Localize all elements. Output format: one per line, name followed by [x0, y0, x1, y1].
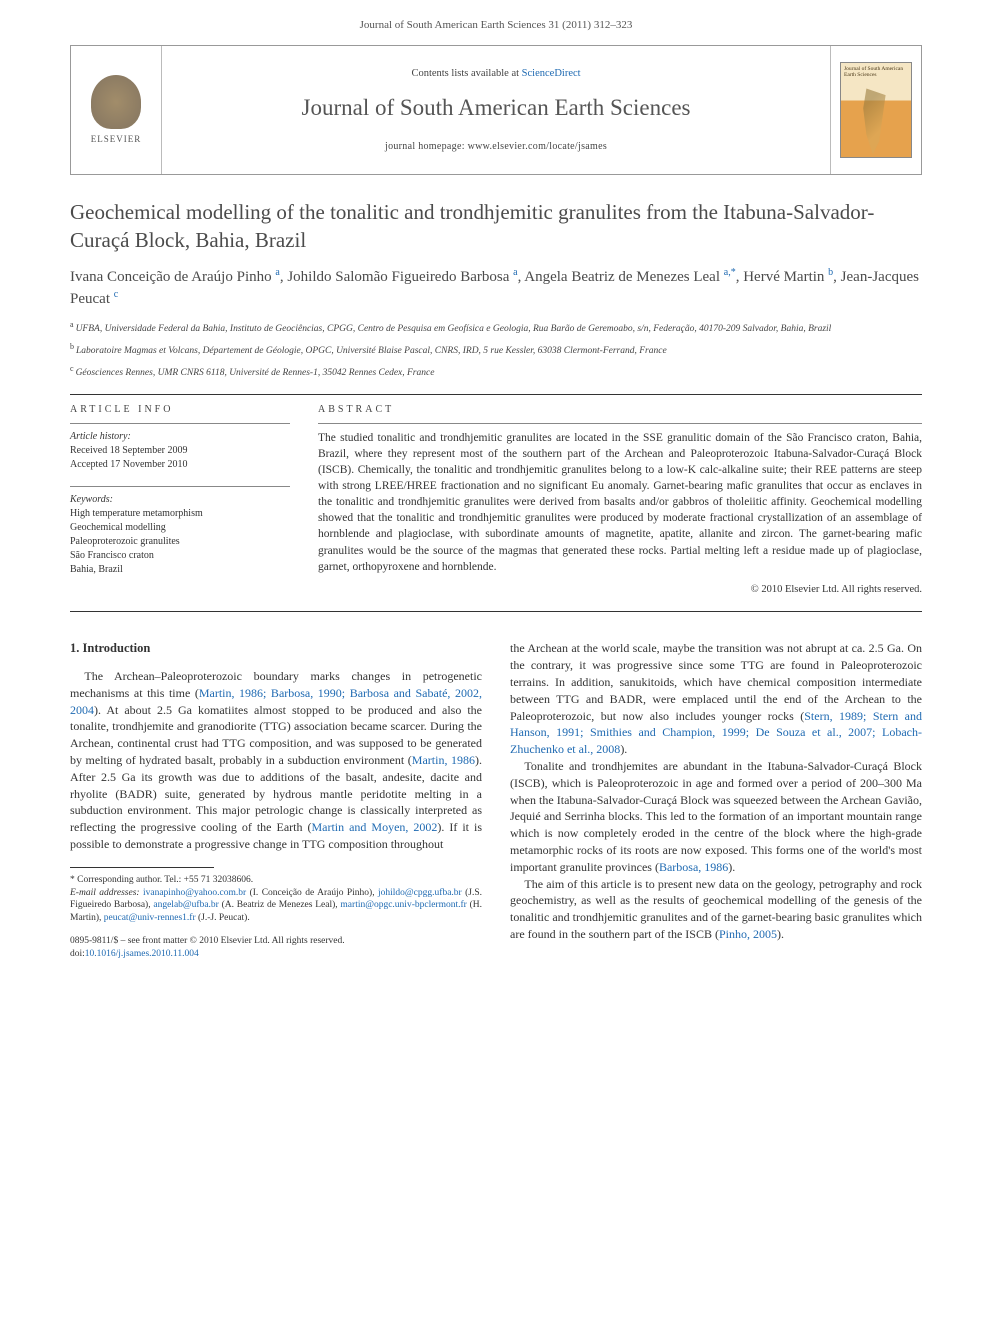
cover-map-icon — [844, 88, 908, 154]
email-link[interactable]: martin@opgc.univ-bpclermont.fr — [340, 900, 466, 910]
intro-para-4: The aim of this article is to present ne… — [510, 876, 922, 943]
email-link[interactable]: ivanapinho@yahoo.com.br — [143, 888, 246, 898]
emails-label: E-mail addresses: — [70, 888, 140, 898]
author-affiliation-sup: a — [513, 267, 517, 278]
homepage-url: www.elsevier.com/locate/jsames — [468, 141, 607, 152]
abstract-text: The studied tonalitic and trondhjemitic … — [318, 430, 922, 575]
rule-bottom — [70, 611, 922, 612]
article-history: Article history: Received 18 September 2… — [70, 430, 290, 472]
running-header: Journal of South American Earth Sciences… — [0, 0, 992, 45]
article-info-row: ARTICLE INFO Article history: Received 1… — [70, 403, 922, 598]
abstract-column: ABSTRACT The studied tonalitic and trond… — [318, 403, 922, 598]
article-body: Geochemical modelling of the tonalitic a… — [0, 199, 992, 961]
email-author: (I. Conceição de Araújo Pinho), — [246, 888, 378, 898]
article-title: Geochemical modelling of the tonalitic a… — [70, 199, 922, 254]
author-list: Ivana Conceição de Araújo Pinho a, Johil… — [70, 266, 922, 310]
author: Johildo Salomão Figueiredo Barbosa a — [287, 269, 517, 285]
keywords-list: High temperature metamorphismGeochemical… — [70, 507, 290, 577]
journal-center: Contents lists available at ScienceDirec… — [161, 46, 831, 174]
footnote-separator — [70, 867, 214, 868]
author-affiliation-sup: b — [828, 267, 833, 278]
elsevier-tree-icon — [91, 75, 141, 129]
affiliation-line: a UFBA, Universidade Federal da Bahia, I… — [70, 320, 922, 336]
keywords-block: Keywords: High temperature metamorphismG… — [70, 493, 290, 577]
footer-meta: 0895-9811/$ – see front matter © 2010 El… — [70, 935, 482, 962]
accepted-date: Accepted 17 November 2010 — [70, 458, 290, 472]
publisher-name: ELSEVIER — [91, 133, 142, 146]
doi-line: doi:10.1016/j.jsames.2010.11.004 — [70, 948, 482, 961]
corresponding-author: * Corresponding author. Tel.: +55 71 320… — [70, 874, 482, 887]
cover-inner: Journal of South American Earth Sciences — [840, 62, 912, 158]
email-author: (J.-J. Peucat). — [196, 913, 250, 923]
intro-para-3: Tonalite and trondhjemites are abundant … — [510, 758, 922, 876]
doi-link[interactable]: 10.1016/j.jsames.2010.11.004 — [85, 949, 199, 959]
history-label: Article history: — [70, 430, 290, 444]
keywords-label: Keywords: — [70, 493, 290, 507]
citation-ref[interactable]: Martin, 1986 — [412, 753, 475, 767]
author: Angela Beatriz de Menezes Leal a,* — [524, 269, 735, 285]
email-author: (A. Beatriz de Menezes Leal), — [219, 900, 341, 910]
body-two-column: 1. Introduction The Archean–Paleoprotero… — [70, 640, 922, 961]
intro-para-1: The Archean–Paleoproterozoic boundary ma… — [70, 668, 482, 853]
keyword: High temperature metamorphism — [70, 507, 290, 521]
email-link[interactable]: angelab@ufba.br — [153, 900, 218, 910]
rule-kw — [70, 486, 290, 487]
author-affiliation-sup: c — [114, 289, 118, 300]
affiliations: a UFBA, Universidade Federal da Bahia, I… — [70, 320, 922, 380]
issn-line: 0895-9811/$ – see front matter © 2010 El… — [70, 935, 482, 948]
keyword: Paleoproterozoic granulites — [70, 535, 290, 549]
journal-masthead: ELSEVIER Contents lists available at Sci… — [70, 45, 922, 175]
section-heading-intro: 1. Introduction — [70, 640, 482, 658]
rule-info — [70, 423, 290, 424]
affiliation-line: b Laboratoire Magmas et Volcans, Départe… — [70, 342, 922, 358]
email-link[interactable]: peucat@univ-rennes1.fr — [104, 913, 196, 923]
copyright-line: © 2010 Elsevier Ltd. All rights reserved… — [318, 583, 922, 598]
author: Hervé Martin b — [743, 269, 833, 285]
cover-title: Journal of South American Earth Sciences — [844, 66, 908, 78]
keyword: Geochemical modelling — [70, 521, 290, 535]
author: Ivana Conceição de Araújo Pinho a — [70, 269, 280, 285]
author-affiliation-sup: a — [275, 267, 279, 278]
citation-ref[interactable]: Martin and Moyen, 2002 — [311, 820, 437, 834]
affiliation-line: c Géosciences Rennes, UMR CNRS 6118, Uni… — [70, 364, 922, 380]
citation-ref[interactable]: Barbosa, 1986 — [659, 860, 728, 874]
author-affiliation-sup: a,* — [724, 267, 736, 278]
email-link[interactable]: johildo@cpgg.ufba.br — [378, 888, 462, 898]
intro-para-2: the Archean at the world scale, maybe th… — [510, 640, 922, 758]
journal-name: Journal of South American Earth Sciences — [302, 92, 691, 124]
keyword: Bahia, Brazil — [70, 563, 290, 577]
homepage-line: journal homepage: www.elsevier.com/locat… — [385, 140, 607, 154]
journal-cover-thumbnail: Journal of South American Earth Sciences — [831, 46, 921, 174]
contents-line: Contents lists available at ScienceDirec… — [411, 67, 580, 82]
article-info-heading: ARTICLE INFO — [70, 403, 290, 417]
email-addresses: E-mail addresses: ivanapinho@yahoo.com.b… — [70, 887, 482, 925]
received-date: Received 18 September 2009 — [70, 444, 290, 458]
rule-top — [70, 394, 922, 395]
keyword: São Francisco craton — [70, 549, 290, 563]
sciencedirect-link[interactable]: ScienceDirect — [522, 68, 581, 79]
rule-abs — [318, 423, 922, 424]
publisher-logo: ELSEVIER — [71, 46, 161, 174]
abstract-heading: ABSTRACT — [318, 403, 922, 417]
citation-text: Journal of South American Earth Sciences… — [360, 19, 633, 31]
footnotes: * Corresponding author. Tel.: +55 71 320… — [70, 874, 482, 925]
citation-ref[interactable]: Pinho, 2005 — [719, 927, 777, 941]
article-info-column: ARTICLE INFO Article history: Received 1… — [70, 403, 290, 598]
